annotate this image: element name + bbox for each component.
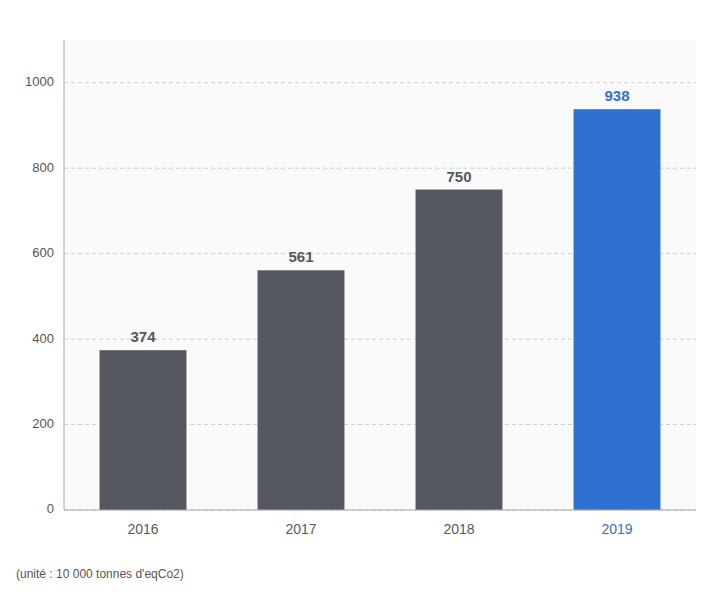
chart-svg: 0 200 400 600 800 1000 374 561 750 938 2016 2017 201… <box>0 0 720 600</box>
x-tick-label: 2017 <box>285 521 316 537</box>
x-tick-label: 2016 <box>127 521 158 537</box>
y-tick-label: 0 <box>47 501 54 516</box>
data-label: 938 <box>604 87 629 104</box>
plot-background <box>64 40 696 510</box>
chart-container: 0 200 400 600 800 1000 374 561 750 938 2016 2017 201… <box>0 0 720 600</box>
data-label: 750 <box>446 168 471 185</box>
bar <box>258 270 345 510</box>
data-label: 561 <box>288 248 313 265</box>
x-axis-line <box>64 510 696 511</box>
grid-line <box>64 82 696 83</box>
grid <box>64 83 696 510</box>
bar <box>416 190 503 510</box>
y-tick-label: 800 <box>32 160 54 175</box>
grid-line <box>64 510 696 511</box>
x-tick-label: 2019 <box>601 521 632 537</box>
y-axis-line <box>64 40 65 510</box>
footnote: (unité : 10 000 tonnes d'eqCo2) <box>16 567 184 581</box>
bar <box>100 350 187 510</box>
bar <box>574 109 661 510</box>
data-label: 374 <box>130 328 156 345</box>
y-tick-label: 200 <box>32 416 54 431</box>
y-tick-label: 400 <box>32 331 54 346</box>
x-tick-label: 2018 <box>443 521 474 537</box>
bars <box>100 109 661 510</box>
y-tick-label: 1000 <box>25 74 54 89</box>
y-tick-label: 600 <box>32 245 54 260</box>
